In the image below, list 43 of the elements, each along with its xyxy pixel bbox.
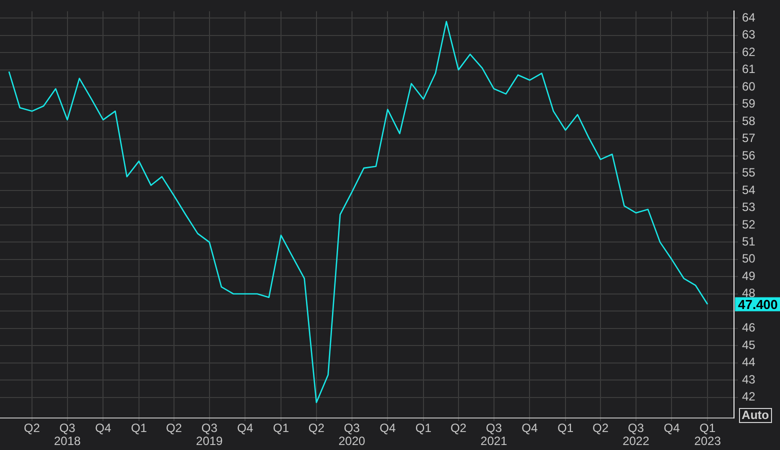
- x-tick-label: Q2: [592, 420, 609, 435]
- x-tick-label: Q3 2019: [196, 420, 224, 448]
- y-tick-label: 63: [742, 28, 756, 42]
- y-tick-label: 43: [742, 372, 756, 386]
- y-tick-label: 45: [742, 338, 756, 352]
- y-tick-label: 62: [742, 44, 756, 59]
- x-tick-label: Q3 2020: [338, 420, 366, 448]
- y-tick-label: 64: [742, 10, 756, 24]
- x-tick-label: Q4: [95, 420, 112, 435]
- y-tick-label: 42: [742, 390, 756, 404]
- x-tick-label: Q1 2023: [694, 420, 722, 448]
- x-tick-label: Q3 2021: [480, 420, 508, 448]
- x-tick-label: Q4: [522, 420, 538, 435]
- y-tick-label: 60: [742, 79, 756, 94]
- x-tick-label: Q2: [450, 420, 467, 435]
- x-tick-label: Q2: [24, 420, 40, 435]
- x-tick-label: Q1: [272, 420, 290, 435]
- y-tick-label: 51: [742, 234, 756, 248]
- x-tick-label: Q4: [664, 420, 680, 435]
- y-tick-label: 44: [742, 355, 756, 370]
- y-tick-label: 55: [742, 166, 756, 180]
- y-tick-label: 49: [742, 268, 756, 283]
- y-tick-label: 46: [742, 320, 756, 335]
- y-tick-label: 53: [742, 200, 756, 214]
- x-tick-label: Q2: [308, 420, 325, 435]
- auto-button: Auto: [738, 408, 772, 423]
- x-tick-label: Q1: [130, 420, 148, 435]
- y-tick-label: 57: [742, 131, 756, 146]
- x-tick-label: Q2: [166, 420, 182, 435]
- x-tick-label: Q1: [557, 420, 574, 435]
- x-tick-label: Q4: [380, 420, 396, 435]
- x-tick-label: Q1: [415, 420, 432, 435]
- x-tick-label: Q3 2018: [54, 420, 81, 448]
- y-tick-label: 56: [742, 148, 756, 162]
- y-tick-label: 61: [742, 62, 756, 76]
- x-tick-label: Q4: [237, 420, 254, 435]
- y-tick-label: 54: [742, 182, 756, 197]
- y-tick-label: 58: [742, 114, 756, 128]
- y-tick-label: 52: [742, 217, 756, 232]
- y-tick-label: 59: [742, 96, 756, 111]
- y-tick-label: 50: [742, 252, 756, 266]
- x-tick-label: Q3 2022: [622, 420, 650, 448]
- annotation: 47.400: [738, 296, 778, 312]
